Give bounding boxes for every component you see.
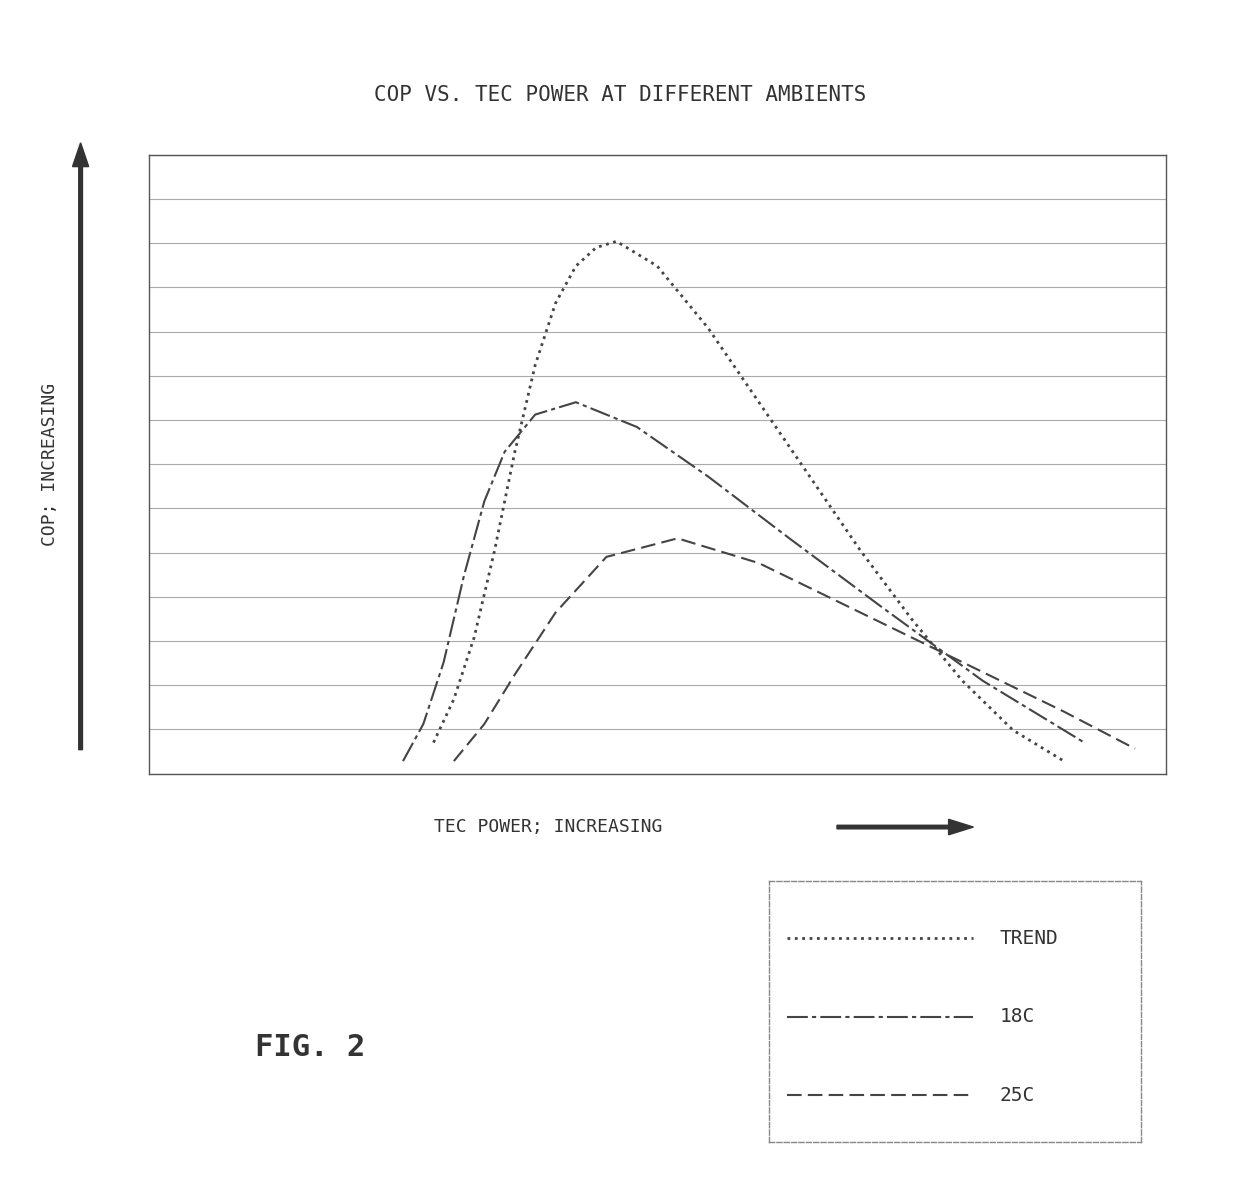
- Text: 18C: 18C: [999, 1007, 1034, 1026]
- Text: 25C: 25C: [999, 1085, 1034, 1104]
- Text: FIG. 2: FIG. 2: [255, 1033, 365, 1061]
- Text: COP VS. TEC POWER AT DIFFERENT AMBIENTS: COP VS. TEC POWER AT DIFFERENT AMBIENTS: [373, 86, 867, 105]
- Text: COP; INCREASING: COP; INCREASING: [41, 382, 58, 546]
- Text: TEC POWER; INCREASING: TEC POWER; INCREASING: [434, 818, 662, 837]
- Text: TREND: TREND: [999, 928, 1058, 947]
